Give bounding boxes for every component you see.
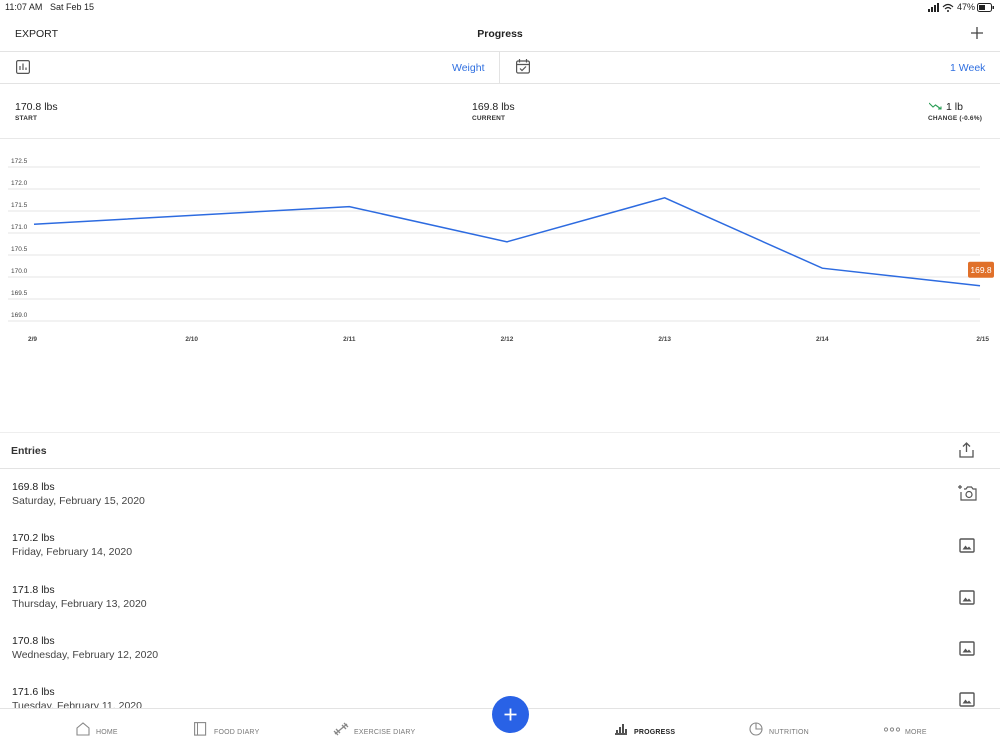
signal-icons	[928, 3, 954, 12]
bottom-nav: HOME FOOD DIARY EXERCISE DIARY PROGRESS …	[0, 696, 1000, 751]
battery-icon	[977, 3, 994, 12]
nav-progress[interactable]: PROGRESS	[634, 729, 676, 736]
entries-header: Entries	[0, 432, 1000, 469]
y-tick-label: 171.5	[11, 202, 28, 209]
chart-icon[interactable]	[16, 60, 30, 74]
y-tick-label: 171.0	[11, 224, 28, 231]
x-tick-label: 2/14	[816, 336, 829, 343]
current-value: 169.8 lbs	[472, 101, 515, 113]
status-date: Sat Feb 15	[50, 2, 95, 12]
add-photo-icon[interactable]	[957, 483, 977, 501]
x-tick-label: 2/9	[28, 336, 37, 343]
trend-icon	[929, 102, 942, 110]
photo-icon[interactable]	[957, 640, 977, 658]
range-selector[interactable]: 1 Week	[950, 62, 986, 74]
x-tick-label: 2/13	[658, 336, 671, 343]
more-icon	[884, 727, 900, 732]
change-label: CHANGE (-0.6%)	[928, 115, 983, 122]
start-label: START	[15, 115, 38, 122]
value-label-box	[968, 261, 994, 278]
value-label: 169.8	[970, 265, 992, 275]
entry-date: Tuesday, February 11, 2020	[12, 700, 142, 708]
status-time: 11:07 AM	[5, 2, 43, 12]
progress-icon	[615, 724, 627, 735]
nav-food-diary[interactable]: FOOD DIARY	[214, 729, 260, 736]
nav-exercise-diary[interactable]: EXERCISE DIARY	[354, 729, 416, 736]
change-value: 1 lb	[946, 101, 963, 113]
entry-row[interactable]: 171.8 lbs Thursday, February 13, 2020	[0, 570, 1000, 621]
exercise-icon	[333, 722, 349, 736]
add-button[interactable]	[971, 27, 983, 39]
photo-icon[interactable]	[957, 537, 977, 555]
entry-date: Friday, February 14, 2020	[12, 546, 133, 559]
entry-weight: 170.2 lbs	[12, 532, 55, 545]
battery-level: 47%	[957, 2, 976, 12]
current-label: CURRENT	[472, 115, 506, 122]
export-button[interactable]: EXPORT	[15, 28, 58, 40]
y-tick-label: 170.0	[11, 268, 28, 275]
nav-nutrition[interactable]: NUTRITION	[769, 729, 809, 736]
divider	[499, 52, 500, 83]
x-tick-label: 2/10	[185, 336, 198, 343]
x-tick-label: 2/11	[343, 336, 356, 343]
nav-more[interactable]: MORE	[905, 729, 927, 736]
weight-chart: 169.0 169.5 170.0 170.5 171.0 171.5 172.0 172.5…	[8, 158, 994, 343]
share-icon[interactable]	[959, 442, 974, 458]
calendar-icon[interactable]	[516, 59, 530, 74]
summary: 170.8 lbs START 169.8 lbs CURRENT 1 lb C…	[0, 84, 1000, 139]
photo-icon[interactable]	[957, 589, 977, 607]
entries-list: 169.8 lbs Saturday, February 15, 2020 170.…	[0, 467, 1000, 708]
entry-date: Saturday, February 15, 2020	[12, 495, 145, 507]
entry-weight: 171.6 lbs	[12, 686, 55, 699]
entry-weight: 169.8 lbs	[12, 481, 55, 493]
fab-add[interactable]	[492, 696, 529, 733]
status-bar: 11:07 AM Sat Feb 15 47%	[0, 0, 1000, 15]
header: EXPORT Progress	[0, 15, 1000, 52]
weight-line	[33, 197, 981, 287]
nutrition-icon	[749, 722, 763, 736]
entry-weight: 171.8 lbs	[12, 583, 55, 596]
nav-home[interactable]: HOME	[96, 729, 118, 736]
y-tick-label: 169.5	[11, 290, 28, 297]
entry-row[interactable]: 170.8 lbs Wednesday, February 12, 2020	[0, 621, 1000, 672]
x-tick-label: 2/12	[501, 336, 514, 343]
entry-date: Wednesday, February 12, 2020	[12, 648, 159, 661]
y-tick-label: 172.5	[11, 158, 28, 165]
photo-icon[interactable]	[957, 691, 977, 708]
y-tick-label: 170.5	[11, 246, 28, 253]
metric-selector[interactable]: Weight	[452, 62, 485, 74]
toolbar: Weight 1 Week	[0, 52, 1000, 84]
y-tick-label: 172.0	[11, 180, 28, 187]
y-tick-label: 169.0	[11, 312, 28, 319]
home-icon	[76, 722, 90, 736]
diary-icon	[194, 722, 207, 736]
start-value: 170.8 lbs	[15, 101, 58, 113]
entry-weight: 170.8 lbs	[12, 634, 55, 647]
entry-row[interactable]: 169.8 lbs Saturday, February 15, 2020	[0, 467, 1000, 518]
page-title: Progress	[477, 28, 523, 40]
entries-title: Entries	[11, 445, 47, 457]
entry-row[interactable]: 170.2 lbs Friday, February 14, 2020	[0, 518, 1000, 569]
entry-date: Thursday, February 13, 2020	[12, 597, 147, 610]
x-tick-label: 2/15	[976, 336, 989, 343]
entry-row[interactable]: 171.6 lbs Tuesday, February 11, 2020	[0, 672, 1000, 708]
